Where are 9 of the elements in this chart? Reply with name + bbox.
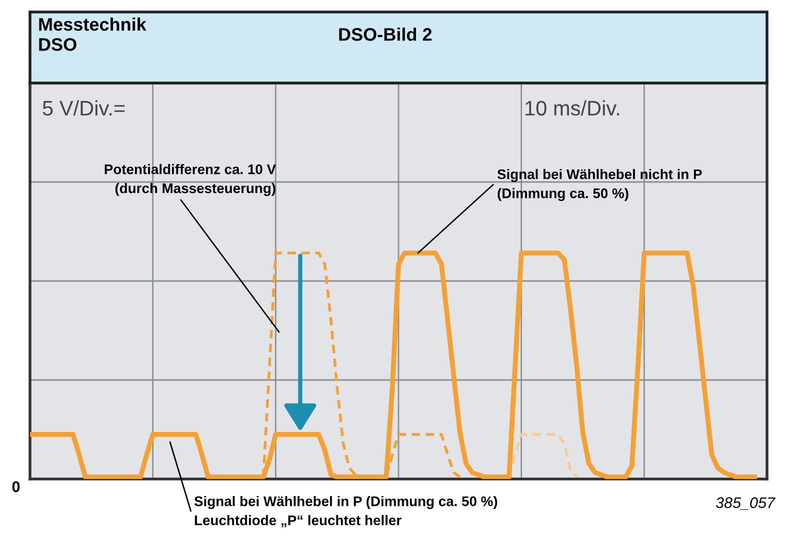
text: 0	[12, 481, 20, 492]
text: Signal bei Wählhebel nicht in P (Dimmung ca. 50 %)	[497, 168, 702, 202]
text: 5 V/Div.=	[42, 100, 125, 116]
text: 10 ms/Div.	[526, 100, 619, 116]
chart-title: DSO-Bild 2	[339, 28, 432, 41]
text: Signal bei Wählhebel in P (Dimmung ca. 50 %) Leuchtdiode „P“ leuchtet heller	[194, 496, 498, 528]
text: Messtechnik DSO	[39, 18, 146, 51]
text: 385_057	[716, 497, 776, 510]
text: Potentialdifferenz ca. 10 V (durch Massesteuerung)	[104, 164, 276, 196]
